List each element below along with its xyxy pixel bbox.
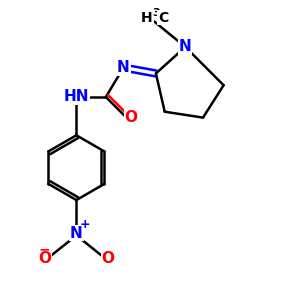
Text: −: − (39, 242, 50, 256)
Text: O: O (102, 251, 115, 266)
Text: O: O (38, 251, 51, 266)
Text: HN: HN (64, 89, 89, 104)
Text: H: H (141, 11, 153, 25)
Text: O: O (124, 110, 137, 125)
Text: C: C (158, 11, 168, 25)
Text: N: N (179, 39, 192, 54)
Text: 3: 3 (152, 8, 160, 18)
Text: +: + (79, 218, 90, 231)
Text: N: N (70, 226, 83, 241)
Text: N: N (117, 60, 130, 75)
